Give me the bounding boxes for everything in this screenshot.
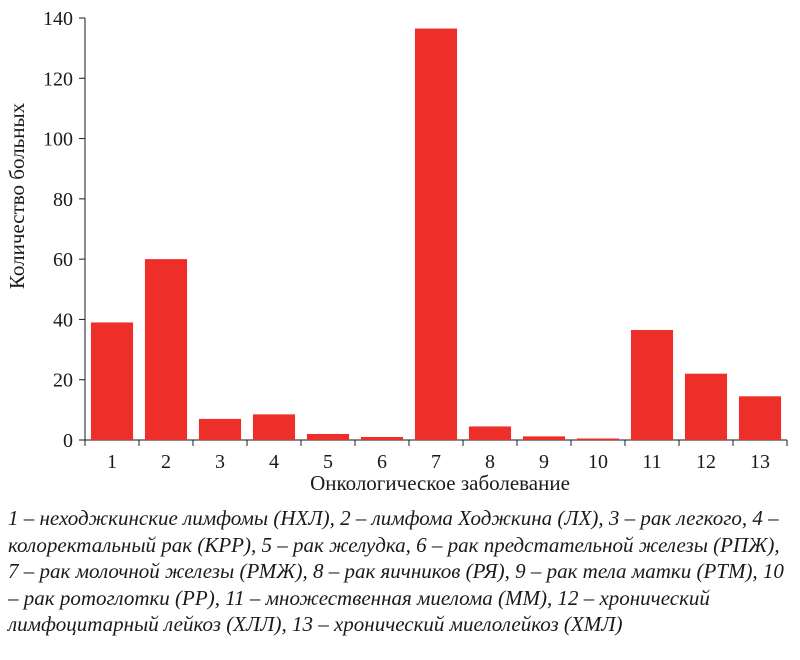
- y-axis-label: Количество больных: [5, 102, 29, 289]
- bars: [90, 28, 782, 441]
- y-tick-label: 80: [53, 189, 73, 211]
- y-axis: 0 20 40 60 80 100 120 140: [43, 8, 86, 452]
- x-tick-label: 13: [750, 451, 770, 473]
- y-tick-label: 140: [43, 8, 73, 30]
- bar-10: [576, 438, 620, 440]
- x-tick-label: 8: [485, 451, 495, 473]
- x-tick-label: 1: [107, 451, 117, 473]
- y-tick-label: 40: [53, 309, 73, 331]
- y-tick-label: 100: [43, 129, 73, 151]
- x-tick-label: 4: [269, 451, 279, 473]
- bar-4: [252, 414, 296, 440]
- x-tick-label: 2: [161, 451, 171, 473]
- bar-3: [198, 418, 242, 440]
- x-tick-label: 12: [696, 451, 716, 473]
- x-tick-label: 6: [377, 451, 387, 473]
- bar-12: [684, 373, 728, 440]
- bar-9: [522, 436, 566, 440]
- bar-1: [90, 322, 134, 440]
- x-tick-label: 9: [539, 451, 549, 473]
- figure-caption: 1 – неходжкинские лимфомы (НХЛ), 2 – лим…: [8, 506, 784, 636]
- x-axis-label: Онкологическое заболевание: [310, 471, 570, 495]
- x-tick-label: 10: [588, 451, 608, 473]
- bar-7: [414, 28, 458, 441]
- bar-8: [468, 426, 512, 440]
- y-tick-label: 60: [53, 249, 73, 271]
- x-axis: 1 2 3 4 5 6 7 8 9 10 11 12 13: [84, 439, 788, 473]
- x-tick-label: 5: [323, 451, 333, 473]
- bar-13: [738, 396, 782, 440]
- bar-6: [360, 436, 404, 440]
- bar-5: [306, 433, 350, 440]
- bar-2: [144, 259, 188, 440]
- y-tick-label: 0: [63, 430, 73, 452]
- y-tick-label: 20: [53, 370, 73, 392]
- x-tick-label: 11: [642, 451, 661, 473]
- y-tick-label: 120: [43, 68, 73, 90]
- bar-11: [630, 329, 674, 440]
- x-tick-label: 7: [431, 451, 441, 473]
- x-tick-label: 3: [215, 451, 225, 473]
